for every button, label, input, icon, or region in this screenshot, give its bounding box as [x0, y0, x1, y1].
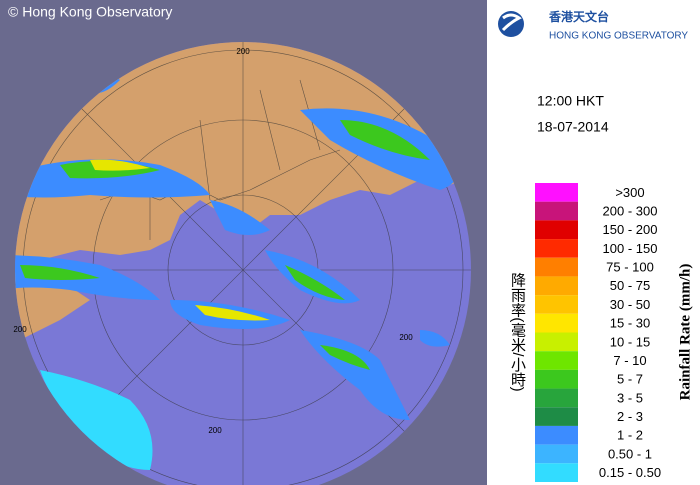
legend-label: 100 - 150: [603, 241, 658, 256]
legend-label: >300: [615, 185, 644, 200]
legend-title-english: Rainfall Rate (mm/h): [677, 264, 693, 401]
legend-label: 1 - 2: [617, 428, 643, 443]
logo: 香港天文台 HONG KONG OBSERVATORY: [498, 9, 688, 42]
legend: >300 200 - 300 150 - 200 100 - 150 75 - 100 5…: [535, 183, 661, 482]
legend-swatch: [535, 444, 578, 464]
logo-english: HONG KONG OBSERVATORY: [549, 31, 688, 42]
legend-swatch: [535, 351, 578, 370]
range-label: 200: [13, 325, 27, 334]
legend-label: 7 - 10: [613, 353, 646, 368]
legend-title-chinese: 降雨率(毫米/小時): [509, 272, 526, 391]
copyright: © Hong Kong Observatory: [8, 4, 172, 20]
rain-echoes: [15, 68, 458, 470]
legend-swatch: [535, 425, 578, 445]
legend-label: 200 - 300: [603, 203, 658, 218]
legend-label: 3 - 5: [617, 390, 643, 405]
legend-label: 5 - 7: [617, 372, 643, 387]
legend-swatch: [535, 276, 578, 296]
legend-label: 15 - 30: [610, 316, 650, 331]
range-label: 200: [399, 333, 413, 342]
legend-swatch: [535, 201, 578, 221]
legend-swatch: [535, 183, 578, 202]
range-label: 200: [236, 47, 250, 56]
legend-swatch: [535, 313, 578, 333]
range-label: 200: [208, 426, 222, 435]
legend-swatch: [535, 388, 578, 408]
logo-chinese: 香港天文台: [548, 9, 609, 24]
legend-label: 75 - 100: [606, 260, 654, 275]
legend-swatch: [535, 257, 578, 277]
radar-map: © Hong Kong Observatory 200 200 200 200: [0, 0, 487, 485]
legend-label: 10 - 15: [610, 334, 650, 349]
legend-label: 50 - 75: [610, 278, 650, 293]
legend-label: 0.50 - 1: [608, 446, 652, 461]
legend-label: 2 - 3: [617, 409, 643, 424]
land: [15, 42, 471, 260]
legend-label: 150 - 200: [603, 222, 658, 237]
legend-swatch: [535, 295, 578, 314]
legend-label: 0.15 - 0.50: [599, 465, 661, 480]
date: 18-07-2014: [537, 119, 609, 135]
legend-swatch: [535, 220, 578, 240]
legend-swatch: [535, 332, 578, 352]
legend-swatch: [535, 407, 578, 426]
legend-label: 30 - 50: [610, 297, 650, 312]
legend-swatch: [535, 239, 578, 258]
legend-swatch: [535, 369, 578, 389]
time: 12:00 HKT: [537, 93, 604, 109]
legend-swatch: [535, 463, 578, 482]
